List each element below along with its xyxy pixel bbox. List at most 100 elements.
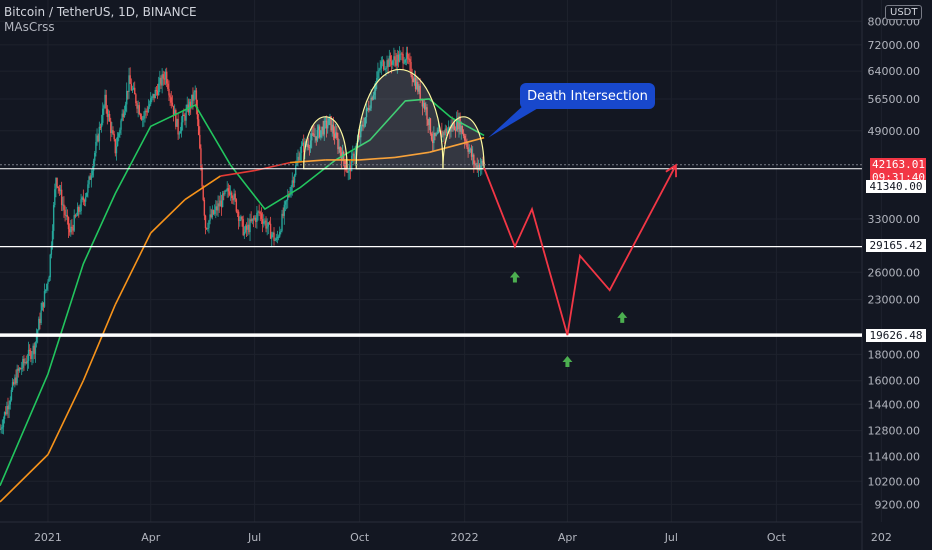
candle-body [315,136,317,141]
candle-body [353,153,355,160]
candle-body [279,231,281,237]
candle-body [312,133,314,135]
candle-body [111,130,113,133]
candle-body [409,59,411,63]
candle-body [104,94,106,106]
candle-body [173,110,176,115]
candle-body [373,91,376,95]
candle-body [94,153,96,161]
candle-body [204,215,207,229]
candle-body [308,147,311,149]
candle-body [39,318,41,324]
candle-body [248,224,250,233]
candle-body [165,71,168,84]
level-mid-box: 29165.42 [866,239,926,252]
candle-body [397,54,400,62]
candle-body [76,207,79,216]
candle-body [245,225,248,230]
candle-body [358,135,361,138]
candle-body [333,133,336,138]
slow-moving-average [82,304,117,382]
candle-body [451,124,453,129]
candle-body [91,170,94,176]
y-tick-label: 49000.00 [868,125,921,138]
candle-body [152,93,154,97]
candle-body [389,55,392,62]
candle-body [426,107,428,120]
candle-body [462,133,465,136]
candle-body [381,60,384,62]
candle-body [255,217,257,223]
candle-body [233,193,235,201]
candle-body [291,180,293,187]
candle-body [194,90,196,93]
projection-path [483,164,677,336]
candle-body [377,71,379,79]
candle-body [336,132,338,138]
candle-body [346,170,348,173]
candle-body [264,220,266,222]
candle-body [115,146,118,154]
projection-arrowhead [665,163,677,178]
candle-body [302,142,305,152]
candle-body [396,54,399,66]
y-tick-label: 11400.00 [868,450,921,463]
candle-body [17,368,19,371]
candle-body [394,56,396,60]
candle-body [52,204,55,231]
candle-body [211,210,214,218]
candle-body [284,201,287,205]
indicator-label[interactable]: MAsCrss [4,20,55,34]
candle-body [466,141,468,148]
candle-body [84,196,87,202]
candle-body [132,87,135,90]
candle-body [71,226,73,229]
candle-body [129,75,131,84]
candle-body [2,419,5,428]
candle-body [159,77,161,84]
candle-body [201,167,203,187]
candle-body [299,153,301,161]
candle-body [160,77,162,86]
candle-body [90,175,93,180]
slow-moving-average [359,156,396,161]
candle-body [40,310,42,324]
candle-body [89,176,91,180]
candle-body [176,118,178,127]
candle-body [128,75,130,93]
candle-body [98,126,101,142]
candle-body [280,230,282,232]
candle-body [428,118,430,126]
x-tick-label: 2021 [34,531,62,544]
candle-body [429,118,432,134]
candle-body [208,220,210,228]
candle-body [13,382,15,385]
candle-body [457,118,459,130]
chart-title: Bitcoin / TetherUS, 1D, BINANCE [4,5,197,19]
candle-body [263,221,265,224]
candle-body [467,147,469,152]
candle-body [157,83,160,96]
candle-body [88,176,90,185]
candle-body [0,428,2,430]
candle-body [205,228,208,230]
candle-body [362,124,364,127]
candle-body [296,161,298,166]
candle-body [404,59,407,63]
candle-body [251,218,254,222]
candle-body [441,130,443,138]
candle-body [79,211,81,213]
candle-body [323,120,325,135]
candle-body [95,142,97,154]
candle-body [5,412,7,415]
currency-label[interactable]: USDT [885,5,923,20]
candle-body [424,102,426,110]
candle-body [289,194,291,196]
candle-body [33,345,35,354]
candle-body [161,74,163,86]
candle-body [18,368,21,371]
candle-body [103,105,105,109]
candle-body [244,225,247,232]
candle-body [97,135,99,142]
